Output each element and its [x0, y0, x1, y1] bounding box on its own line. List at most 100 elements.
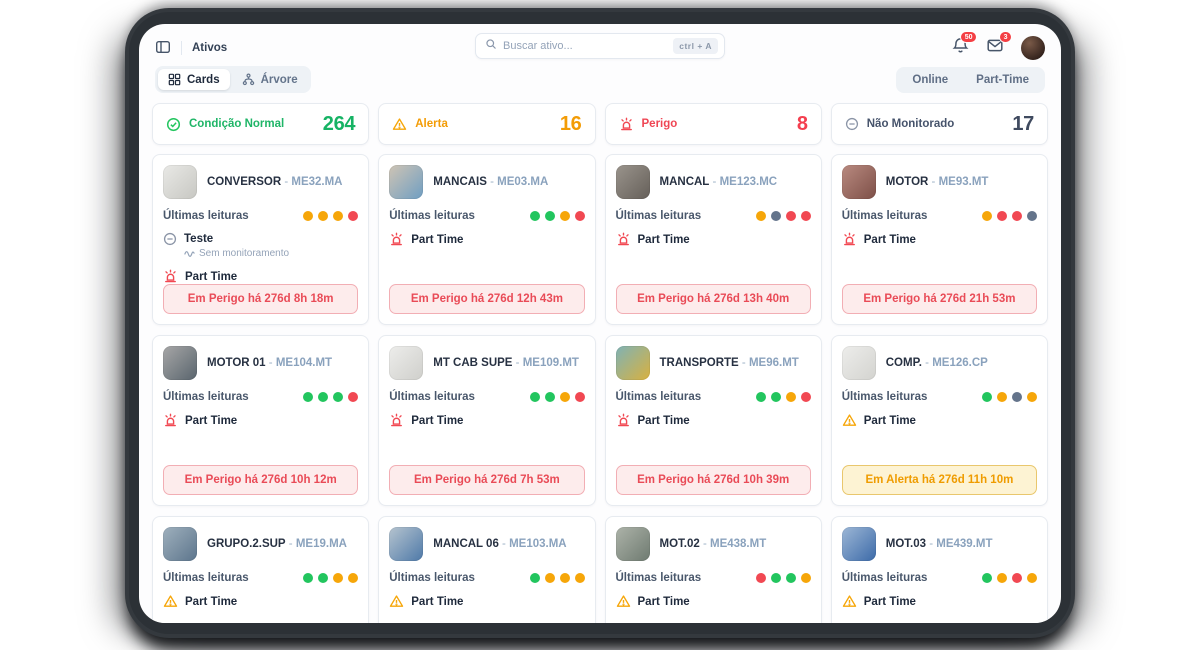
tab-label: Árvore: [260, 73, 298, 86]
tab-cards[interactable]: Cards: [158, 69, 230, 90]
asset-code: ME439.MT: [936, 537, 993, 550]
status-banner: Em Perigo há 276d 12h 43m: [389, 284, 585, 314]
summary-card[interactable]: Não Monitorado 17: [830, 103, 1048, 145]
reading-dot-red: [755, 573, 766, 583]
asset-card[interactable]: MANCAL - ME123.MC Últimas leituras Part …: [604, 154, 822, 325]
sensor-label: Part Time: [185, 595, 238, 608]
readings-dots: [303, 392, 359, 402]
reading-dot-orange: [574, 573, 585, 583]
summary-card[interactable]: Perigo 8: [604, 103, 822, 145]
messages-button[interactable]: 3: [986, 31, 1012, 59]
summary-value: 17: [1012, 112, 1034, 135]
asset-thumbnail: [389, 527, 424, 561]
asset-card[interactable]: GRUPO.2.SUP - ME19.MA Últimas leituras P…: [152, 516, 370, 623]
siren-icon: [163, 269, 178, 284]
readings-dots: [529, 392, 585, 402]
summary-card[interactable]: Alerta 16: [378, 103, 596, 145]
sensor-list: Part Time: [163, 594, 358, 609]
status-banner-text: Em Perigo há 276d 13h 40m: [637, 293, 790, 305]
sensor-item: Part Time: [842, 594, 1037, 609]
tree-icon: [242, 73, 255, 86]
avatar[interactable]: [1021, 36, 1045, 60]
reading-dot-orange: [544, 573, 555, 583]
sensor-item: Part Time: [842, 232, 1037, 247]
reading-dot-red: [785, 211, 796, 221]
summary-value: 16: [559, 112, 582, 135]
search-input[interactable]: [503, 40, 674, 52]
reading-dot-orange: [785, 392, 796, 402]
bell-icon: [952, 37, 969, 59]
bell-badge: 50: [960, 31, 977, 43]
readings-label: Últimas leituras: [615, 572, 702, 584]
reading-dot-green: [982, 573, 992, 583]
asset-thumbnail: [841, 165, 876, 199]
reading-dot-orange: [1027, 392, 1037, 402]
sensor-list: Part Time: [842, 232, 1037, 247]
summary-label: Não Monitorado: [866, 118, 955, 130]
asset-card[interactable]: MANCAIS - ME03.MA Últimas leituras Part …: [378, 154, 596, 325]
asset-name: MOT.03: [885, 537, 927, 550]
reading-dot-gray: [770, 211, 781, 221]
summary-value: 8: [796, 112, 808, 135]
reading-dot-red: [348, 211, 359, 221]
readings-dots: [755, 211, 811, 221]
siren-icon: [616, 413, 631, 428]
sensor-list: Part Time: [616, 232, 811, 247]
sensor-item: Part Time: [163, 594, 358, 609]
asset-card[interactable]: MOT.02 - ME438.MT Últimas leituras Part …: [604, 516, 822, 623]
asset-code: ME19.MA: [295, 537, 347, 550]
asset-code: ME123.MC: [719, 175, 778, 188]
asset-code: ME438.MT: [710, 537, 767, 550]
sensor-item: Part Time: [616, 232, 811, 247]
sidebar-toggle-button[interactable]: [155, 39, 171, 58]
asset-card[interactable]: MT CAB SUPE - ME109.MT Últimas leituras …: [378, 335, 596, 506]
search-box[interactable]: ctrl + A: [475, 33, 725, 59]
asset-thumbnail: [389, 165, 424, 199]
summary-label: Perigo: [641, 118, 678, 130]
asset-code: ME104.MT: [275, 356, 333, 369]
reading-dot-green: [333, 392, 344, 402]
summary-label: Condição Normal: [189, 118, 285, 130]
asset-card[interactable]: MOT.03 - ME439.MT Últimas leituras Part …: [830, 516, 1048, 623]
tab-árvore[interactable]: Árvore: [232, 69, 308, 90]
asset-name: GRUPO.2.SUP: [207, 537, 286, 550]
reading-dot-orange: [348, 573, 359, 583]
asset-card[interactable]: COMP. - ME126.CP Últimas leituras Part T…: [830, 335, 1048, 506]
status-banner: Em Perigo há 276d 7h 53m: [389, 465, 585, 495]
asset-card[interactable]: MOTOR 01 - ME104.MT Últimas leituras Par…: [152, 335, 370, 506]
summary-card[interactable]: Condição Normal 264: [152, 103, 370, 145]
tab-part-time[interactable]: Part-Time: [963, 70, 1042, 90]
reading-dot-orange: [997, 573, 1007, 583]
asset-card[interactable]: CONVERSOR - ME32.MA Últimas leituras Tes…: [152, 154, 370, 325]
notifications-button[interactable]: 50: [952, 31, 977, 59]
status-banner-text: Em Alerta há 276d 11h 10m: [865, 474, 1014, 486]
asset-card[interactable]: TRANSPORTE - ME96.MT Últimas leituras Pa…: [604, 335, 822, 506]
app-screen: Ativos ctrl + A: [139, 24, 1061, 623]
asset-name: COMP.: [885, 356, 922, 369]
readings-label: Últimas leituras: [163, 572, 249, 584]
reading-dot-green: [982, 392, 992, 402]
asset-name: TRANSPORTE: [659, 356, 739, 369]
reading-dot-red: [800, 211, 811, 221]
sensor-item: Part Time: [163, 269, 358, 284]
reading-dot-orange: [303, 211, 314, 221]
asset-name: MANCAL 06: [433, 537, 499, 550]
readings-dots: [982, 392, 1037, 402]
readings-label: Últimas leituras: [841, 391, 928, 403]
reading-dot-orange: [982, 211, 992, 221]
asset-card[interactable]: MOTOR - ME93.MT Últimas leituras Part Ti…: [830, 154, 1048, 325]
summary-label: Alerta: [415, 118, 448, 130]
reading-dot-green: [318, 573, 329, 583]
sensor-label: Part Time: [863, 414, 916, 427]
asset-card[interactable]: MANCAL 06 - ME103.MA Últimas leituras Pa…: [378, 516, 596, 623]
reading-dot-green: [544, 211, 555, 221]
sensor-item: Part Time: [389, 413, 584, 428]
reading-dot-gray: [1027, 211, 1037, 221]
status-banner-text: Em Perigo há 276d 12h 43m: [410, 293, 563, 305]
asset-card-grid: CONVERSOR - ME32.MA Últimas leituras Tes…: [139, 154, 1061, 623]
sensor-label: Part Time: [863, 595, 916, 608]
sensor-label: Part Time: [637, 233, 690, 246]
reading-dot-green: [529, 392, 540, 402]
reading-dot-orange: [333, 573, 344, 583]
tab-online[interactable]: Online: [899, 70, 961, 90]
